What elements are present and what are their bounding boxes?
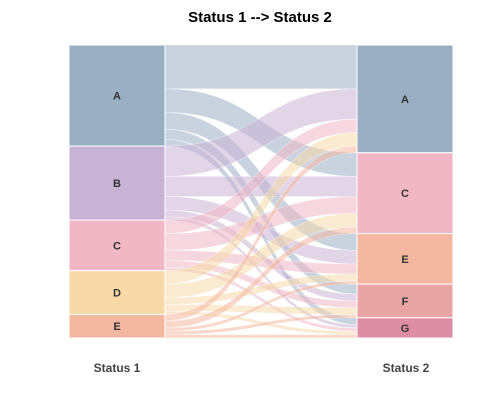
flow-e-to-g [164, 334, 358, 339]
source-node-e [68, 313, 166, 339]
chart-title: Status 1 --> Status 2 [188, 9, 332, 26]
source-node-b [68, 145, 166, 221]
target-node-label-f: F [402, 296, 409, 308]
source-axis-label: Status 1 [94, 361, 141, 375]
target-node-label-g: G [401, 323, 410, 335]
source-node-label-d: D [113, 288, 121, 300]
target-node-g [356, 317, 454, 339]
flows-layer [164, 44, 358, 339]
target-node-f [356, 283, 454, 319]
source-node-label-c: C [113, 240, 121, 252]
target-node-label-e: E [401, 254, 408, 266]
source-node-label-b: B [113, 178, 121, 190]
target-node-label-c: C [401, 188, 409, 200]
source-node-c [68, 219, 166, 272]
target-axis-label: Status 2 [383, 361, 430, 375]
nodes-layer: A B C D E A C E F G [68, 44, 454, 339]
source-node-a [68, 44, 166, 147]
source-node-d [68, 270, 166, 315]
target-node-label-a: A [401, 94, 409, 106]
target-node-e [356, 233, 454, 285]
source-node-label-a: A [113, 91, 121, 103]
target-node-a [356, 44, 454, 154]
source-node-label-e: E [113, 321, 120, 333]
flow-a-to-a [164, 44, 358, 90]
